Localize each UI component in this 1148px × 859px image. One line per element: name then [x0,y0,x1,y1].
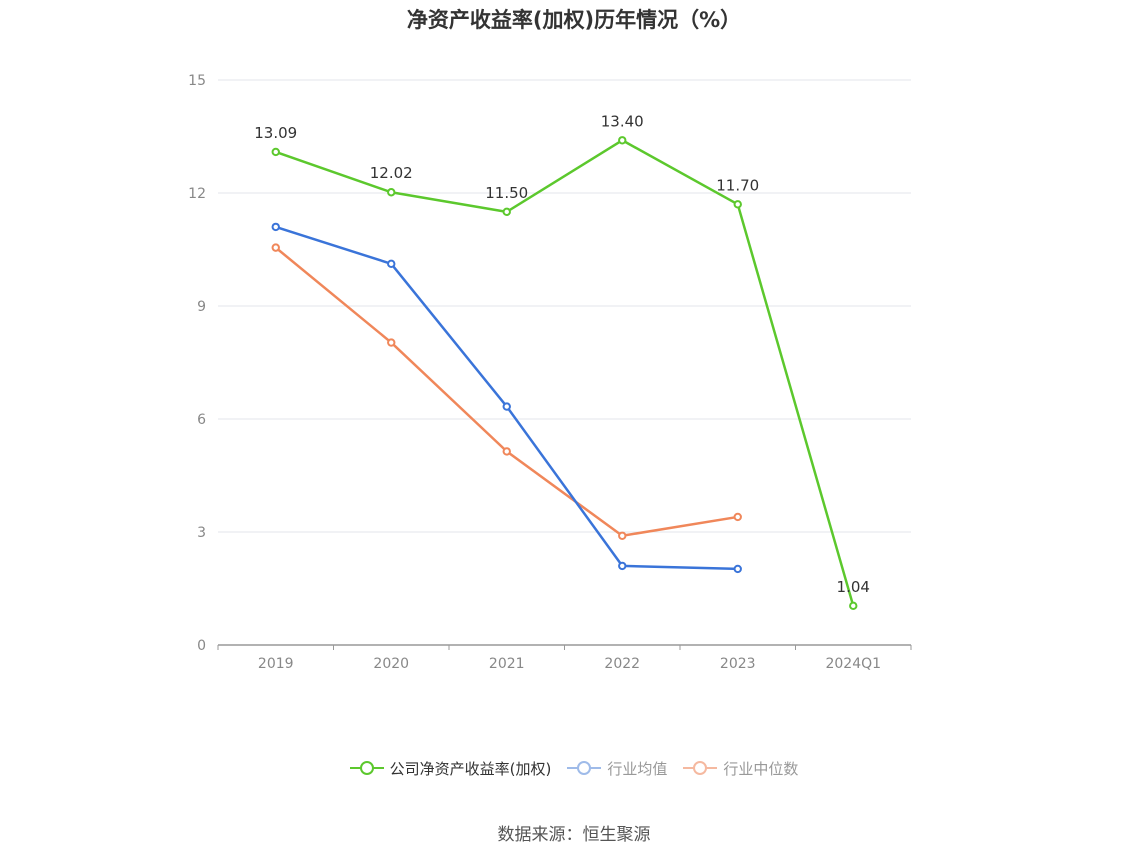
legend-item-industry-median[interactable]: 行业中位数 [683,758,798,779]
series-line [275,225,738,571]
x-tick-label: 2024Q1 [825,656,881,672]
data-label: 12.02 [370,164,413,182]
y-tick-label: 15 [188,73,206,89]
x-tick-label: 2021 [489,656,525,672]
y-tick-label: 12 [188,186,206,202]
x-tick-label: 2019 [258,656,294,672]
data-point [618,531,627,540]
grid-layer [218,79,911,533]
legend: 公司净资产收益率(加权) 行业均值 行业中位数 [0,756,1148,780]
data-label: 11.50 [485,184,528,202]
axis-layer: 0 3 6 9 12 15 2019 2020 2021 2022 2023 2024Q1 [188,73,912,672]
data-point [618,561,627,571]
y-tick-label: 6 [197,412,206,428]
y-tick-label: 3 [197,525,206,541]
data-point [849,601,858,611]
data-point [502,402,511,411]
data-label: 13.40 [601,112,644,130]
data-point [387,338,396,347]
data-label: 11.70 [716,176,759,194]
data-point [271,222,280,232]
data-point [271,243,280,252]
data-point [733,512,742,522]
data-point [618,136,627,145]
data-label-layer: 13.09 12.02 11.50 13.40 11.70 1.04 [254,112,870,596]
legend-item-industry-mean[interactable]: 行业均值 [567,758,667,779]
x-tick-label: 2020 [373,656,409,672]
y-tick-label: 0 [197,638,206,654]
legend-item-company-roe[interactable]: 公司净资产收益率(加权) [349,758,552,779]
data-point [387,188,396,197]
data-point [271,147,280,157]
data-point [387,259,396,269]
data-point [502,447,511,456]
series-line [275,139,855,607]
data-point [733,564,742,574]
series-line [274,246,738,538]
data-source-note: 数据来源：恒生聚源 [497,825,651,845]
legend-swatch-icon [349,760,384,776]
legend-swatch-icon [683,760,718,776]
legend-label: 行业中位数 [723,759,799,778]
chart-title: 净资产收益率(加权)历年情况（%） [406,8,742,32]
x-tick-label: 2023 [720,656,756,672]
legend-swatch-icon [567,760,602,776]
data-label: 13.09 [254,124,297,142]
legend-label: 公司净资产收益率(加权) [389,759,552,778]
series-layer [271,136,858,611]
data-point [733,200,742,209]
legend-label: 行业均值 [607,759,668,778]
data-label: 1.04 [837,578,870,596]
x-tick-label: 2022 [604,656,640,672]
data-point [502,207,511,217]
y-tick-label: 9 [197,299,206,315]
